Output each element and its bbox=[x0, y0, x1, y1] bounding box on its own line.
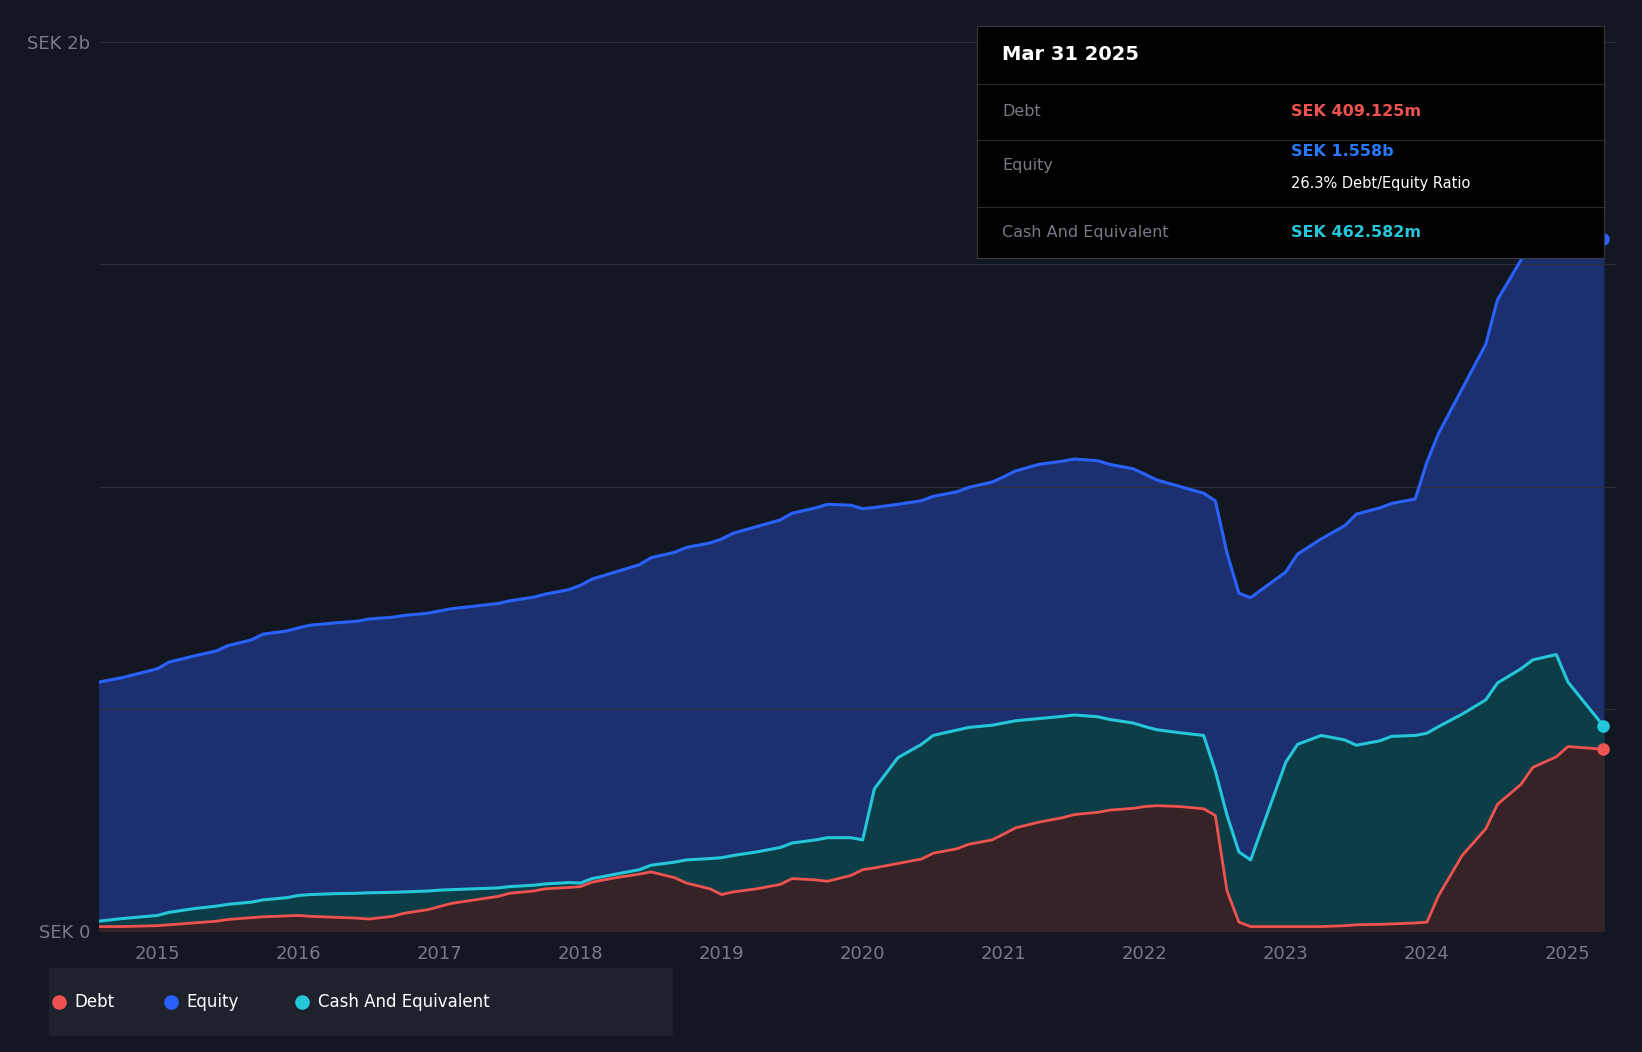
Text: Mar 31 2025: Mar 31 2025 bbox=[1002, 44, 1140, 63]
Text: 26.3% Debt/Equity Ratio: 26.3% Debt/Equity Ratio bbox=[1291, 176, 1470, 191]
Text: Equity: Equity bbox=[187, 993, 238, 1011]
Text: Debt: Debt bbox=[74, 993, 115, 1011]
Text: SEK 1.558b: SEK 1.558b bbox=[1291, 144, 1392, 159]
Text: SEK 462.582m: SEK 462.582m bbox=[1291, 225, 1420, 240]
Point bbox=[1589, 230, 1616, 247]
Text: Cash And Equivalent: Cash And Equivalent bbox=[317, 993, 489, 1011]
Text: SEK 409.125m: SEK 409.125m bbox=[1291, 104, 1420, 120]
Point bbox=[1589, 717, 1616, 734]
Text: Equity: Equity bbox=[1002, 158, 1053, 173]
Point bbox=[433, 683, 460, 700]
Text: Debt: Debt bbox=[1002, 104, 1041, 120]
Text: Cash And Equivalent: Cash And Equivalent bbox=[1002, 225, 1169, 240]
Point bbox=[1455, 683, 1481, 700]
Point bbox=[1589, 741, 1616, 757]
